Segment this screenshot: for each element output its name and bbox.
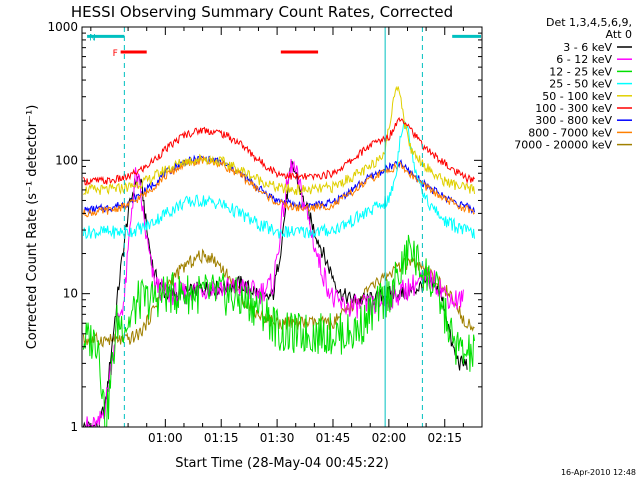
series-line-50-100kev: [83, 85, 475, 196]
marker-layer: [123, 27, 423, 427]
legend-label: 25 - 50 keV: [549, 78, 612, 91]
x-tick-label: 01:00: [148, 431, 183, 445]
series-line-100-300kev: [82, 117, 475, 186]
series-layer: [82, 85, 475, 427]
x-axis-label: Start Time (28-May-04 00:45:22): [175, 456, 389, 471]
legend-label: 7000 - 20000 keV: [514, 139, 612, 152]
x-tick-label: 02:00: [372, 431, 407, 445]
annotation-label-n: N: [89, 33, 96, 43]
annotation-label-f: F: [113, 49, 118, 59]
legend-label: 800 - 7000 keV: [528, 126, 612, 139]
legend-label: 6 - 12 keV: [556, 53, 612, 66]
y-tick-label: 100: [55, 153, 78, 167]
series-line-7000-20000kev: [82, 248, 475, 348]
y-tick-label: 10: [63, 287, 78, 301]
series-line-6-12kev: [83, 158, 464, 427]
series-line-800-7000kev: [82, 155, 475, 218]
chart-title: HESSI Observing Summary Count Rates, Cor…: [71, 3, 453, 21]
legend-label: 12 - 25 keV: [549, 65, 612, 78]
y-axis-label: Corrected Count Rate (s⁻¹ detector⁻¹): [25, 105, 40, 350]
legend-label: 300 - 800 keV: [535, 114, 612, 127]
x-tick-label: 01:30: [260, 431, 295, 445]
y-tick-label: 1000: [47, 20, 78, 34]
annotation-layer: FN: [87, 33, 481, 59]
x-tick-label: 01:45: [316, 431, 351, 445]
axis-layer: 1 10 100 1000 01:00 01:15 01:30 01:45 02:00 02:15: [47, 20, 482, 445]
footer-timestamp: 16-Apr-2010 12:48: [561, 468, 636, 477]
legend-label: 100 - 300 keV: [535, 102, 612, 115]
y-tick-label: 1: [70, 420, 78, 434]
series-line-3-6kev: [82, 160, 468, 427]
plot-frame: [81, 26, 483, 428]
series-line-12-25kev: [82, 234, 475, 427]
legend-header-2: Att 0: [606, 28, 632, 41]
legend-header-1: Det 1,3,4,5,6,9,: [546, 16, 632, 29]
legend-label: 50 - 100 keV: [542, 90, 612, 103]
series-line-25-50kev: [82, 120, 475, 240]
x-tick-label: 01:15: [204, 431, 239, 445]
legend-label: 3 - 6 keV: [563, 41, 612, 54]
x-tick-label: 02:15: [427, 431, 462, 445]
